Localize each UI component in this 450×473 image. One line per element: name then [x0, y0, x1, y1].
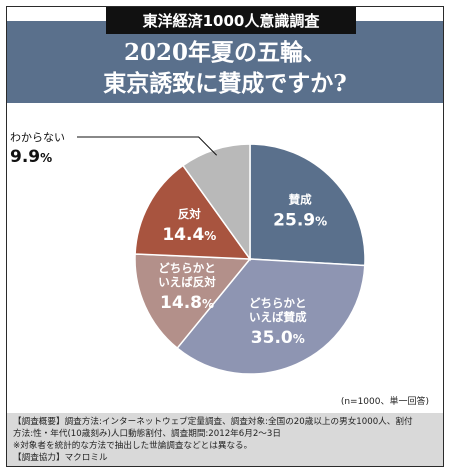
slice-label-3-line-0: 反対: [178, 207, 201, 221]
slice-label-4: わからない: [10, 131, 65, 144]
slice-label-group-3: 反対 14.4%: [162, 207, 216, 245]
pie-labels: 賛成25.9%どちらかといえば賛成35.0%どちらかといえば反対14.8%反対1…: [10, 131, 327, 348]
leader-line-4: [77, 136, 217, 156]
pie-slice-2: [134, 253, 252, 350]
pie-slices: [134, 143, 366, 375]
survey-line-4: 【調査協力】マクロミル: [13, 453, 108, 463]
slice-value-4: 9.9%: [10, 147, 52, 167]
slice-label-group-0: 賛成 25.9%: [273, 193, 327, 231]
pie-slice-4: [181, 143, 251, 262]
slice-label-0-line-0: 賛成: [289, 193, 312, 207]
slice-value-0: 25.9%: [273, 211, 327, 231]
slice-label-2-line-0: どちらかと: [158, 261, 216, 275]
pie-slice-0: [249, 143, 366, 267]
page-title: 2020年夏の五輪、 東京誘致に賛成ですか?: [7, 37, 443, 99]
slice-label-1-line-1: いえば賛成: [249, 310, 307, 324]
slice-label-2-line-1: いえば反対: [158, 275, 216, 289]
sample-note: (n=1000、単一回答): [340, 397, 429, 407]
pie-slice-3: [134, 164, 252, 260]
survey-line-2: 方法:性・年代(10歳刻み)人口動態割付、調査期間:2012年6月2〜3日: [13, 429, 281, 439]
slice-value-3: 14.4%: [162, 225, 216, 245]
pie-chart: 賛成25.9%どちらかといえば賛成35.0%どちらかといえば反対14.8%反対1…: [10, 131, 366, 375]
title-line-1: 2020年夏の五輪、: [123, 39, 326, 66]
survey-line-3: ※対象者を統計的な方法で抽出した世論調査などとは異なる。: [13, 441, 253, 451]
headline-banner: [7, 21, 443, 103]
title-line-2: 東京誘致に賛成ですか?: [103, 70, 347, 97]
pie-slice-1: [176, 258, 366, 375]
survey-line-1: 【調査概要】調査方法:インターネットウェブ定量調査、調査対象:全国の20歳以上の…: [13, 417, 413, 427]
slice-value-2: 14.8%: [160, 293, 214, 313]
survey-overview: 【調査概要】調査方法:インターネットウェブ定量調査、調査対象:全国の20歳以上の…: [7, 413, 443, 466]
survey-series-tag: 東洋経済1000人意識調査: [106, 7, 356, 34]
slice-value-1: 35.0%: [251, 328, 305, 348]
slice-label-1-line-0: どちらかと: [249, 296, 307, 310]
infographic-frame: 東洋経済1000人意識調査 2020年夏の五輪、 東京誘致に賛成ですか? 賛成 2…: [6, 6, 444, 467]
